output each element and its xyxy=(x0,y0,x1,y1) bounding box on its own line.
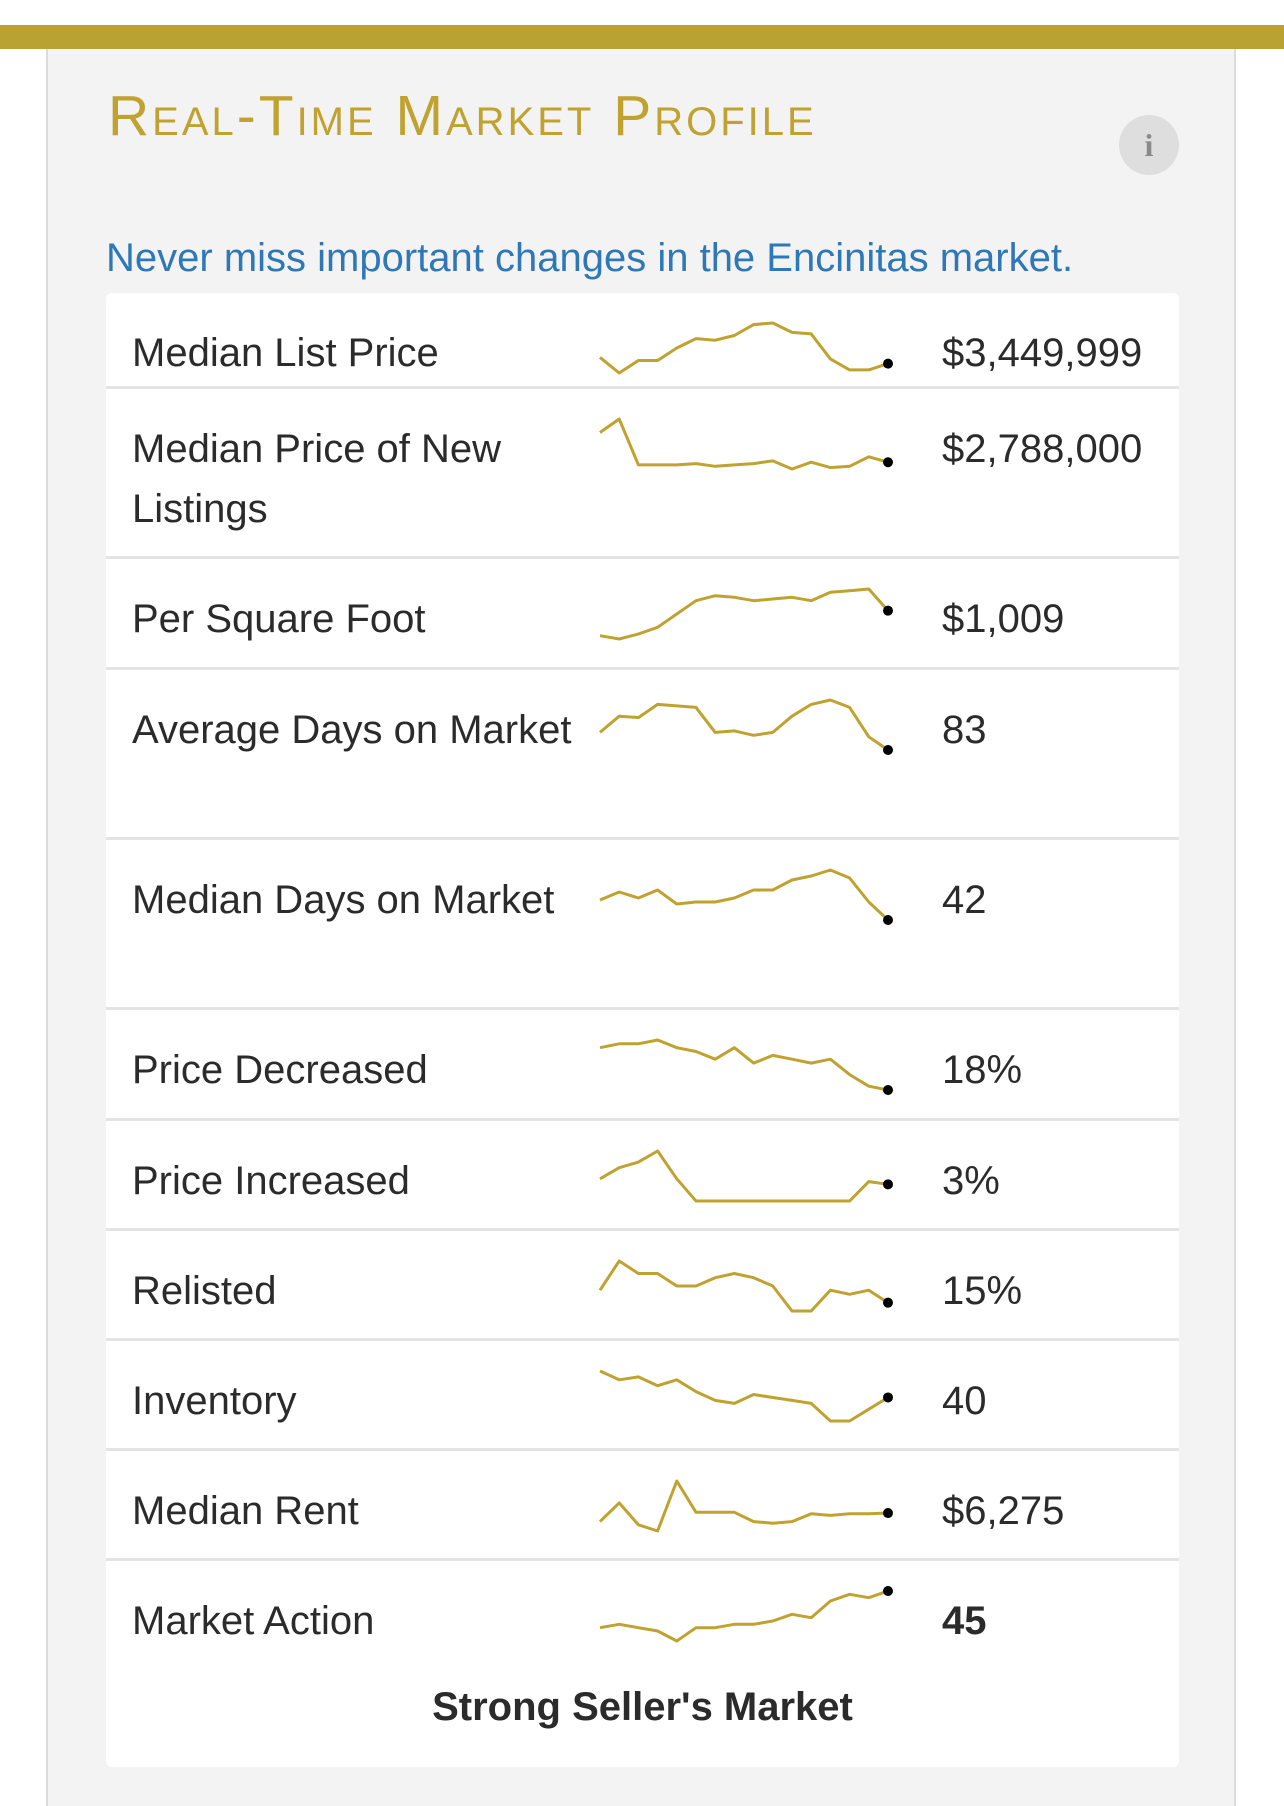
sparkline xyxy=(599,321,893,375)
metric-label: Inventory xyxy=(132,1379,297,1423)
sparkline-series xyxy=(599,321,889,375)
sparkline-endpoint xyxy=(883,1586,893,1596)
metric-label: Price Increased xyxy=(132,1159,410,1203)
sparkline xyxy=(599,698,893,755)
metric-label: Median Rent xyxy=(132,1489,359,1533)
sparkline-endpoint xyxy=(883,1085,893,1095)
sparkline-endpoint xyxy=(883,1508,893,1519)
metric-label: Price Decreased xyxy=(132,1048,428,1092)
metric-value: 40 xyxy=(942,1379,987,1423)
sparkline xyxy=(599,868,893,925)
metric-row: Median List Price $3,449,999 xyxy=(106,293,1179,389)
sparkline xyxy=(599,1369,893,1423)
metric-row: Price Decreased 18% xyxy=(106,1010,1179,1121)
sparkline-series xyxy=(598,1479,889,1533)
metric-value: 3% xyxy=(942,1159,1000,1203)
metric-row: Relisted 15% xyxy=(106,1231,1179,1341)
top-accent-bar xyxy=(0,25,1284,49)
metric-row: Market Action 45 xyxy=(106,1561,1179,1767)
market-action-value: 45 xyxy=(942,1599,987,1643)
subtitle: Never miss important changes in the Enci… xyxy=(106,236,1074,280)
sparkline xyxy=(598,1479,893,1533)
sparkline-series xyxy=(599,868,890,922)
page-title: Real-Time Market Profile xyxy=(108,84,817,148)
sparkline-series xyxy=(599,1149,889,1203)
metric-row: Median Days on Market 42 xyxy=(106,840,1179,1010)
metric-label: Relisted xyxy=(132,1269,277,1313)
metric-row: Median Price of New Listings $2,788,000 xyxy=(106,389,1179,559)
sparkline-series xyxy=(599,587,890,641)
metric-row: Price Increased 3% xyxy=(106,1121,1179,1231)
sparkline xyxy=(599,1038,893,1095)
sparkline-endpoint xyxy=(883,915,893,925)
metric-value: 18% xyxy=(942,1048,1023,1092)
sparkline-endpoint xyxy=(883,1297,893,1308)
sparkline-endpoint xyxy=(883,457,893,468)
sparkline xyxy=(599,1149,893,1203)
sparkline-endpoint xyxy=(883,1392,893,1403)
sparkline-series xyxy=(599,1038,889,1092)
metric-value: 83 xyxy=(942,708,987,752)
sparkline xyxy=(599,417,893,471)
metric-row: Median Rent $6,275 xyxy=(106,1451,1179,1561)
metric-label: Median Price of New Listings xyxy=(132,427,502,531)
sparkline-series xyxy=(599,1589,889,1643)
sparkline-series xyxy=(598,1259,889,1313)
metric-value: $3,449,999 xyxy=(942,331,1143,375)
market-verdict: Strong Seller's Market xyxy=(432,1685,853,1729)
metric-label: Per Square Foot xyxy=(132,597,426,641)
sparkline xyxy=(599,587,893,641)
sparkline-series xyxy=(599,1369,889,1423)
sparkline-series xyxy=(599,417,889,471)
metric-label: Market Action xyxy=(132,1599,375,1643)
metric-value: $2,788,000 xyxy=(942,427,1143,471)
metric-row: Average Days on Market 83 xyxy=(106,670,1179,840)
sparkline-endpoint xyxy=(883,358,893,369)
market-metrics-table: Median List Price $3,449,999 Median Pric… xyxy=(106,293,1179,1767)
sparkline xyxy=(599,1586,893,1643)
metric-value: $1,009 xyxy=(942,597,1065,641)
sparkline-endpoint xyxy=(883,605,893,616)
metric-row: Per Square Foot $1,009 xyxy=(106,559,1179,670)
metric-label: Average Days on Market xyxy=(132,708,572,752)
metric-value: $6,275 xyxy=(942,1489,1065,1533)
sparkline xyxy=(598,1259,893,1313)
metric-value: 15% xyxy=(942,1269,1023,1313)
metric-label: Median Days on Market xyxy=(132,878,555,922)
metric-row: Inventory 40 xyxy=(106,1341,1179,1451)
metric-value: 42 xyxy=(942,878,987,922)
sparkline-series xyxy=(599,698,889,752)
sparkline-endpoint xyxy=(883,1179,893,1190)
metric-label: Median List Price xyxy=(132,331,439,375)
info-icon[interactable]: i xyxy=(1119,115,1179,175)
sparkline-endpoint xyxy=(883,745,893,755)
